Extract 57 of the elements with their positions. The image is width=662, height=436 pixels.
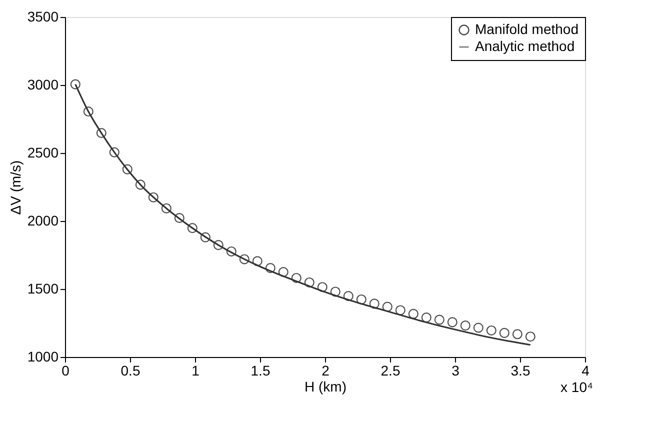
point [421,312,432,323]
point [343,291,354,302]
x-tick-label: 3 [452,362,460,378]
point [473,322,484,333]
y-tick-label: 2500 [27,144,59,160]
x-tick-label: 0.5 [120,362,140,378]
point [447,317,458,328]
point [187,223,198,234]
point [434,314,444,325]
legend-label: Manifold method [475,21,579,37]
point [460,320,470,331]
point [200,232,210,242]
y-tick-label: 1500 [27,280,59,296]
point [369,298,380,309]
point [96,128,106,138]
x-tick-label: 2 [322,362,330,378]
point [161,203,172,214]
point [408,308,418,319]
point [226,246,236,256]
x-tick-label: 3.5 [510,362,530,378]
point [83,106,94,117]
point [122,164,132,174]
point [148,192,158,202]
legend-label: Analytic method [475,38,575,54]
point [486,325,496,336]
point [382,302,392,312]
x-tick-label: 1.5 [250,362,270,378]
point [109,147,120,158]
point [330,286,340,297]
point [70,79,80,90]
point [213,240,224,250]
text: x 10⁴ [560,379,593,395]
point [239,254,250,264]
point [252,256,262,266]
x-tick-label: 0 [62,362,70,378]
y-tick-label: 2000 [27,212,59,228]
x-tick-label: 2.5 [380,362,400,378]
x-axis-title: H (km) [304,378,346,394]
x-tick-label: 1 [192,362,200,378]
point [499,328,510,338]
y-tick-label: 3000 [27,76,59,92]
point [525,332,536,342]
line-series [74,84,532,346]
point [174,212,184,224]
y-tick-label: 3500 [27,8,59,24]
point [395,305,406,316]
x-tick-label: 4 [582,362,590,378]
point [278,266,288,278]
point [317,282,328,292]
y-tick-label: 1000 [27,348,59,364]
point [135,180,146,190]
y-axis-title: ΔV (m/s) [7,160,24,215]
point [265,263,276,274]
point [512,329,522,340]
point [291,272,302,283]
point [356,294,366,304]
point [304,277,314,288]
